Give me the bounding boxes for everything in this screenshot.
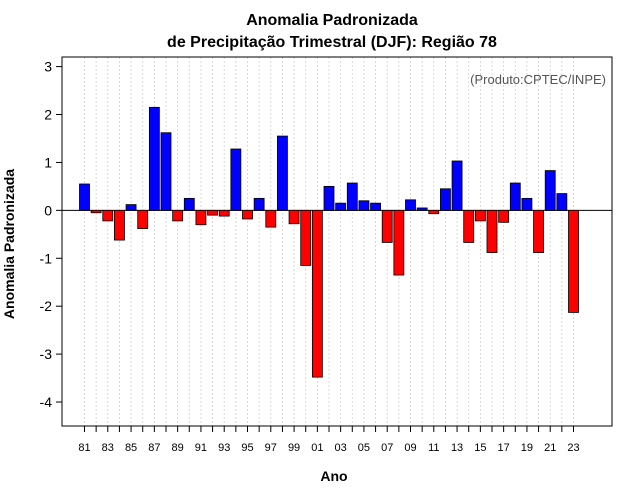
bar-92	[207, 209, 218, 216]
bar-00	[300, 209, 312, 266]
x-tick-label: 89	[172, 442, 184, 454]
x-tick-label: 81	[78, 442, 90, 454]
y-tick-label: 0	[44, 202, 52, 218]
bar-12	[440, 188, 451, 211]
bar-13	[451, 160, 463, 211]
bar-91	[195, 209, 207, 226]
bar-08	[393, 209, 405, 276]
bar-20	[533, 209, 544, 253]
bar-84	[114, 209, 125, 241]
y-tick-label: 2	[44, 107, 52, 123]
bar-15	[474, 209, 486, 222]
bar-21	[544, 170, 556, 211]
x-tick-label: 17	[498, 442, 510, 454]
bar-09	[405, 199, 416, 211]
bar-10	[416, 207, 428, 211]
x-tick-label: 07	[381, 442, 393, 454]
x-tick-label: 95	[241, 442, 253, 454]
bar-07	[381, 209, 393, 243]
bar-89	[172, 209, 184, 222]
y-tick-label: -2	[40, 298, 53, 314]
x-tick-label: 91	[195, 442, 207, 454]
bar-17	[498, 209, 510, 223]
bar-05	[358, 200, 370, 211]
x-tick-label: 83	[102, 442, 114, 454]
bar-93	[218, 209, 230, 217]
bar-81	[79, 183, 90, 211]
y-tick-label: -3	[40, 346, 53, 362]
bar-01	[311, 209, 323, 378]
bar-87	[148, 106, 160, 211]
x-tick-label: 97	[265, 442, 277, 454]
x-tick-label: 21	[544, 442, 556, 454]
x-tick-label: 09	[404, 442, 416, 454]
plot-frame	[61, 56, 613, 427]
chart-title-line1: Anomalia Padronizada	[246, 12, 418, 29]
credit-annotation: (Produto:CPTEC/INPE)	[470, 72, 606, 87]
y-tick-label: 3	[44, 59, 52, 75]
bar-95	[242, 209, 253, 220]
x-tick-label: 03	[335, 442, 347, 454]
bar-97	[265, 209, 277, 228]
bar-99	[288, 209, 300, 225]
bar-85	[125, 204, 137, 211]
y-axis: -4 -3 -2 -1 0 1 2 3	[40, 59, 62, 410]
bar-02	[323, 185, 335, 211]
bar-83	[102, 209, 114, 222]
y-tick-label: 1	[44, 154, 52, 170]
x-tick-label: 19	[521, 442, 533, 454]
bar-96	[253, 197, 265, 211]
bar-06	[370, 202, 381, 211]
bar-22	[556, 193, 568, 211]
bar-94	[230, 148, 242, 211]
bar-18	[509, 182, 521, 211]
x-axis: 81 83 85 87 89 91 93 95 97 99 01 03 05 07 09 11 13 15 17 19…	[78, 426, 580, 454]
x-tick-label: 23	[567, 442, 579, 454]
x-axis-label: Ano	[320, 468, 347, 484]
x-tick-label: 93	[218, 442, 230, 454]
bar-82	[90, 209, 102, 214]
x-tick-label: 85	[125, 442, 137, 454]
x-tick-label: 13	[451, 442, 463, 454]
bar-88	[160, 132, 172, 211]
bar-98	[277, 135, 288, 211]
x-tick-label: 15	[474, 442, 486, 454]
bar-11	[428, 209, 440, 215]
chart-title-line2: de Precipitação Trimestral (DJF): Região…	[167, 34, 497, 51]
bar-16	[486, 209, 498, 253]
x-tick-label: 99	[288, 442, 300, 454]
bar-23	[568, 209, 579, 313]
y-axis-label: Anomalia Padronizada	[1, 169, 17, 319]
bar-86	[137, 209, 149, 229]
bar-90	[183, 197, 195, 211]
x-tick-label: 05	[358, 442, 370, 454]
bars	[79, 106, 579, 378]
x-tick-label: 01	[311, 442, 323, 454]
x-tick-label: 87	[148, 442, 160, 454]
x-tick-label: 11	[428, 442, 439, 454]
y-tick-label: -1	[40, 250, 53, 266]
bar-19	[521, 197, 533, 211]
y-tick-label: -4	[40, 394, 53, 410]
bar-04	[346, 182, 358, 211]
bar-03	[335, 202, 347, 211]
bar-14	[463, 209, 475, 243]
